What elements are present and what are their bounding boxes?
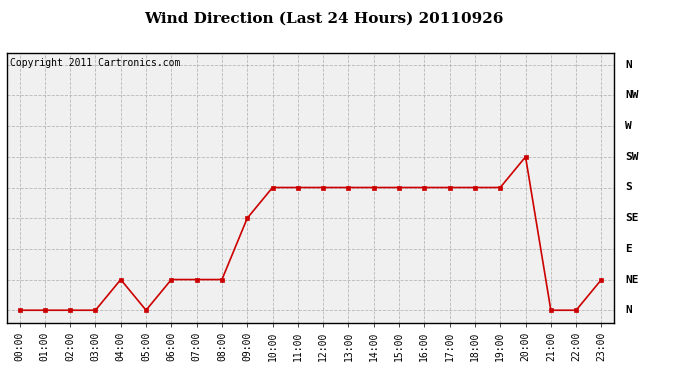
Text: NW: NW (625, 90, 639, 101)
Text: Wind Direction (Last 24 Hours) 20110926: Wind Direction (Last 24 Hours) 20110926 (145, 11, 504, 25)
Text: Copyright 2011 Cartronics.com: Copyright 2011 Cartronics.com (10, 58, 180, 68)
Text: NE: NE (625, 274, 639, 285)
Text: S: S (625, 183, 632, 192)
Text: N: N (625, 60, 632, 70)
Text: E: E (625, 244, 632, 254)
Text: N: N (625, 305, 632, 315)
Text: W: W (625, 121, 632, 131)
Text: SE: SE (625, 213, 639, 223)
Text: SW: SW (625, 152, 639, 162)
